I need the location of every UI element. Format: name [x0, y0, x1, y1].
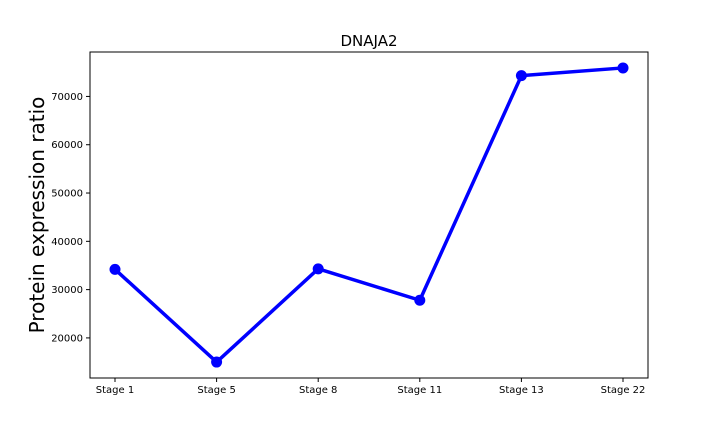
- y-tick-label: 70000: [51, 92, 83, 103]
- series-layer: [109, 62, 629, 368]
- y-axis-label: Protein expression ratio: [25, 97, 49, 334]
- plot-area-frame: [89, 51, 649, 379]
- chart-title: DNAJA2: [341, 32, 398, 50]
- y-tick-label: 30000: [51, 285, 83, 296]
- x-tick-label: Stage 5: [197, 385, 235, 396]
- data-point: [414, 294, 426, 306]
- y-tick-label: 20000: [51, 333, 83, 344]
- y-axis-ticks: 20000 30000 40000 50000 60000 70000: [51, 92, 90, 344]
- data-point: [211, 356, 223, 368]
- x-tick-label: Stage 22: [601, 385, 646, 396]
- series-line: [113, 66, 624, 364]
- x-tick-label: Stage 11: [397, 385, 442, 396]
- x-axis-ticks: Stage 1 Stage 5 Stage 8 Stage 11 Stage 13 Sta…: [96, 378, 646, 396]
- data-point: [515, 70, 527, 82]
- x-tick-label: Stage 8: [299, 385, 337, 396]
- data-point: [617, 62, 629, 74]
- y-tick-label: 60000: [51, 140, 83, 151]
- data-point: [109, 263, 121, 275]
- x-tick-label: Stage 1: [96, 385, 134, 396]
- y-tick-label: 40000: [51, 237, 83, 248]
- y-tick-label: 50000: [51, 189, 83, 200]
- data-point: [312, 263, 324, 275]
- x-tick-label: Stage 13: [499, 385, 544, 396]
